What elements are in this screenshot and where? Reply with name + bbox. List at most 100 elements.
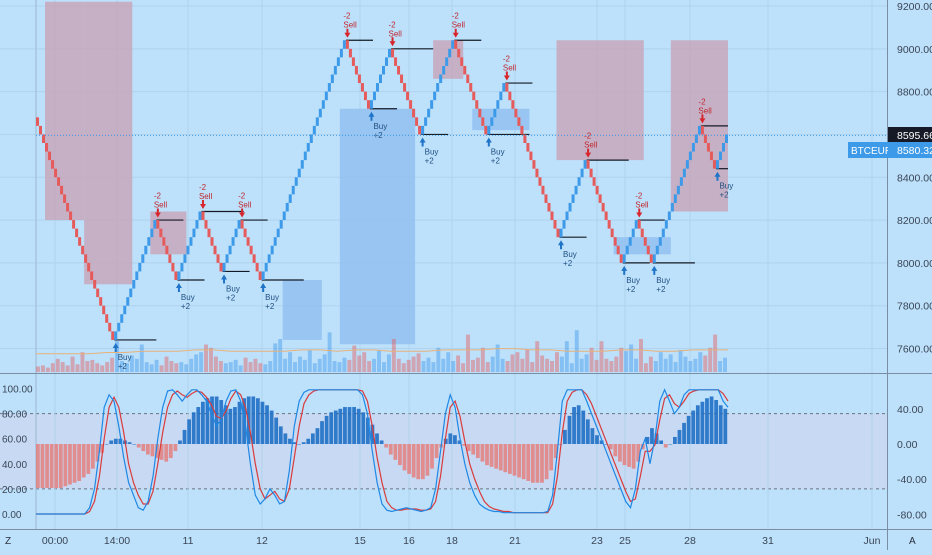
buy-arrow-icon — [175, 283, 182, 292]
volume-bar — [609, 361, 614, 372]
renko-brick — [565, 211, 569, 221]
buy-signal-label: Buy — [563, 250, 577, 259]
buy-arrow-icon — [558, 240, 565, 250]
renko-brick — [315, 117, 319, 126]
renko-brick — [306, 143, 310, 152]
oscillator-d-line — [36, 389, 729, 515]
auto-scale-left-button[interactable]: Z — [2, 533, 16, 547]
buy-arrow-icon — [260, 283, 267, 292]
renko-brick — [658, 237, 662, 246]
buy-signal-count: +2 — [118, 362, 128, 371]
oscillator-pane[interactable] — [0, 374, 887, 529]
oscillator-right-label: 40.00 — [897, 404, 923, 416]
time-axis[interactable]: 00:00 14:00 11 12 15 16 18 21 23 25 28 31 Jun — [42, 535, 881, 547]
histogram-bar — [398, 444, 402, 466]
histogram-bar — [292, 442, 297, 444]
histogram-bar — [72, 444, 77, 483]
volume-bar — [283, 358, 288, 372]
renko-brick — [378, 74, 382, 84]
histogram-bar — [283, 433, 288, 444]
histogram-bar — [214, 396, 219, 444]
histogram-bar — [535, 444, 540, 483]
volume-bar — [154, 359, 159, 372]
volume-bar — [307, 350, 312, 372]
time-axis-label: 25 — [619, 535, 631, 547]
histogram-bar — [695, 405, 700, 444]
renko-brick — [544, 194, 548, 203]
renko-brick — [339, 48, 343, 58]
histogram-bar — [718, 405, 723, 444]
volume-bar — [579, 358, 584, 372]
price-axis-label: 8000.00 — [897, 258, 932, 270]
renko-brick — [664, 220, 668, 229]
buy-arrow-icon — [651, 265, 658, 275]
renko-brick — [595, 185, 599, 195]
price-axis-label: 8200.00 — [897, 215, 932, 227]
volume-bar — [218, 361, 223, 372]
signal-zone — [556, 40, 644, 161]
volume-bar — [466, 334, 470, 372]
auto-scale-right-button[interactable]: A — [905, 533, 919, 547]
renko-brick — [481, 117, 485, 126]
volume-ma-line — [36, 348, 728, 355]
histogram-bar — [576, 405, 581, 444]
histogram-bar — [132, 444, 137, 445]
buy-arrow-icon — [485, 137, 492, 147]
renko-brick — [487, 125, 491, 135]
histogram-bar — [237, 401, 242, 444]
renko-brick — [643, 237, 647, 246]
sell-signal-label: Sell — [503, 64, 517, 73]
volume-bar — [456, 355, 461, 372]
signal-zone — [339, 108, 416, 345]
renko-brick — [300, 160, 304, 169]
sell-signal-label: Sell — [199, 192, 213, 201]
histogram-bar — [45, 444, 49, 488]
histogram-bar — [480, 444, 485, 462]
histogram-bar — [77, 444, 82, 481]
histogram-bar — [503, 444, 508, 473]
renko-brick — [601, 202, 605, 212]
time-axis-label: Jun — [864, 535, 881, 547]
histogram-bar — [233, 407, 237, 444]
volume-bar — [238, 365, 243, 372]
histogram-bar — [100, 444, 104, 453]
last-price-label: 8580.32 — [897, 145, 932, 157]
histogram-bar — [361, 412, 366, 444]
histogram-bar — [581, 410, 586, 444]
buy-signal-count: +2 — [719, 191, 729, 200]
renko-brick — [469, 83, 473, 92]
volume-bar — [599, 341, 604, 372]
histogram-bar — [333, 410, 338, 444]
histogram-bar — [86, 444, 91, 474]
renko-brick — [568, 202, 572, 212]
histogram-bar — [356, 408, 361, 444]
time-axis-label: 00:00 — [42, 535, 68, 547]
histogram-bar — [49, 444, 54, 488]
buy-signal-count: +2 — [181, 302, 191, 311]
histogram-bar — [219, 400, 224, 444]
renko-brick — [706, 143, 710, 152]
renko-brick — [682, 168, 686, 178]
renko-brick — [174, 271, 178, 280]
price-pane[interactable]: Buy+2-2SellBuy+2-2SellBuy+2-2SellBuy+2-2… — [0, 0, 887, 373]
time-axis-label: 11 — [183, 535, 194, 547]
volume-bar — [337, 362, 342, 372]
volume-bar — [209, 347, 213, 372]
oscillator-right-axis[interactable]: 40.00 0.00 -40.00 -80.00 — [897, 404, 927, 522]
renko-brick — [45, 143, 49, 152]
price-axis[interactable]: 9200.009000.008800.008600.008400.008200.… — [897, 1, 932, 356]
sell-signal-count: -2 — [503, 55, 511, 64]
renko-brick — [63, 194, 67, 203]
oscillator-left-label: 60.00 — [2, 435, 27, 446]
renko-brick — [586, 160, 590, 169]
histogram-bar — [700, 401, 705, 444]
volume-bar — [80, 352, 85, 372]
volume-bar — [174, 363, 179, 372]
histogram-bar — [301, 442, 306, 444]
renko-brick — [493, 108, 497, 118]
renko-brick — [204, 220, 208, 229]
renko-brick — [276, 228, 280, 238]
volume-bar — [406, 359, 411, 372]
volume-bar — [293, 362, 297, 372]
